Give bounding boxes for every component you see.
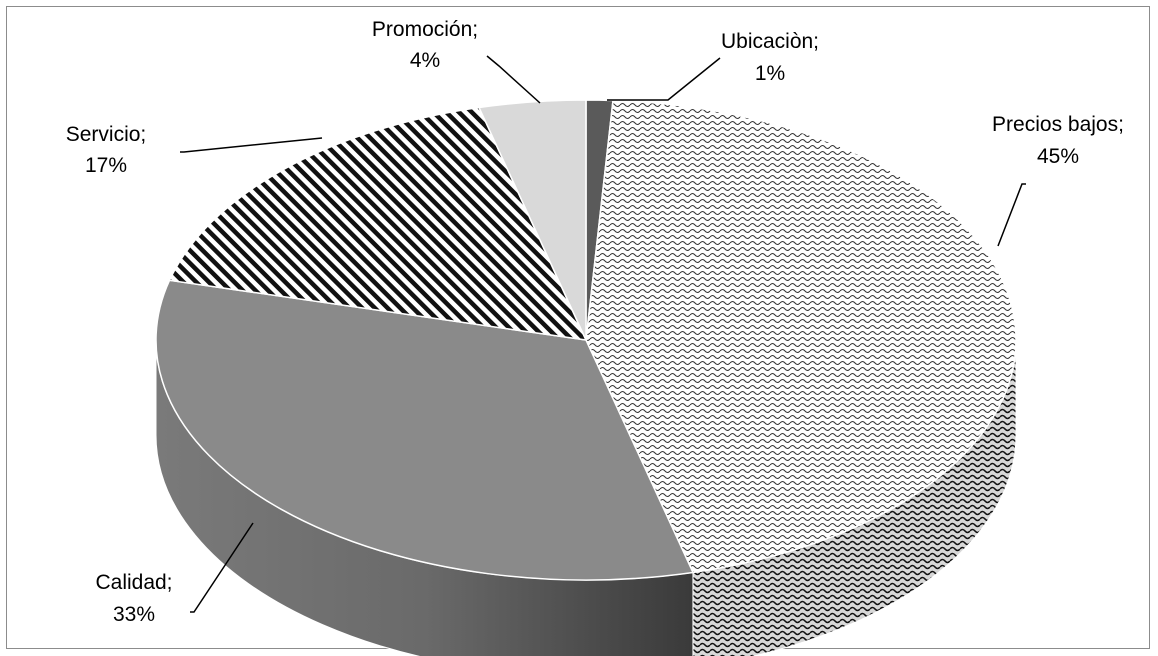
leader-line-precios-bajos (997, 183, 1026, 247)
pie-slice-servicio (168, 106, 588, 341)
slice-label-ubicacion: Ubicaciòn; (721, 30, 819, 53)
leader-line-servicio (180, 137, 323, 153)
slice-percent-promocion: 4% (410, 49, 440, 72)
slice-percent-servicio: 17% (85, 154, 127, 177)
slice-label-calidad: Calidad; (95, 571, 172, 594)
pie-slice-calidad (155, 279, 695, 581)
slice-label-precios-bajos: Precios bajos; (992, 113, 1124, 136)
leader-line-calidad (190, 522, 254, 613)
slice-percent-precios-bajos: 45% (1037, 145, 1079, 168)
slice-label-servicio: Servicio; (66, 123, 147, 146)
pie-slice-precios-bajos (585, 99, 1017, 574)
slice-percent-ubicacion: 1% (755, 62, 785, 85)
slice-label-promocion: Promoción; (372, 18, 478, 41)
leader-line-ubicacion (607, 57, 721, 101)
leader-line-promocion (486, 55, 541, 104)
pie-slice-promocion (477, 99, 587, 341)
slice-percent-calidad: 33% (113, 603, 155, 626)
